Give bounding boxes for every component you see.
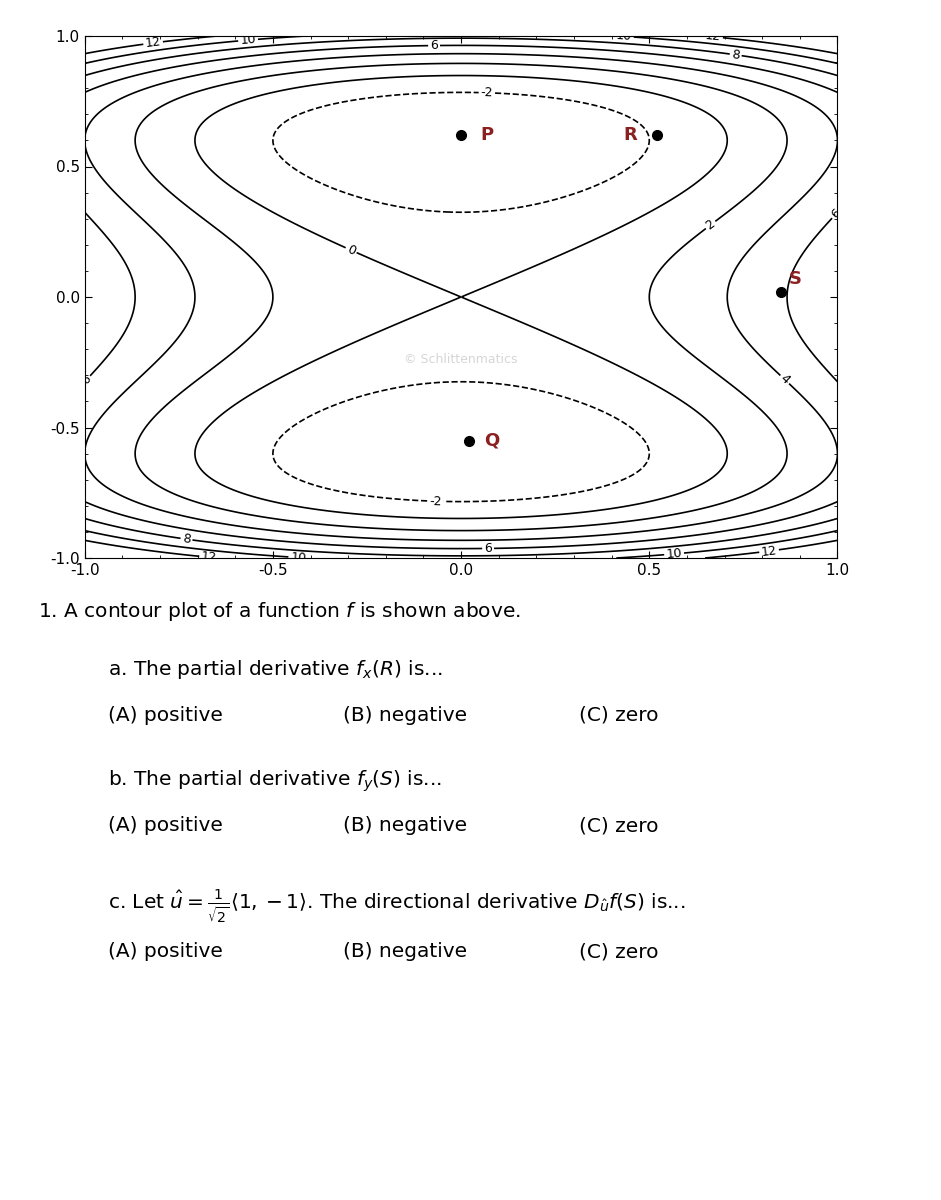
- Text: 10: 10: [240, 32, 257, 47]
- Text: (A) positive: (A) positive: [108, 706, 223, 725]
- Text: 10: 10: [665, 547, 682, 562]
- Text: (C) zero: (C) zero: [579, 942, 658, 961]
- Text: 12: 12: [200, 550, 217, 564]
- Text: (C) zero: (C) zero: [579, 816, 658, 835]
- Text: S: S: [789, 270, 802, 288]
- Text: 12: 12: [705, 30, 722, 44]
- Text: Q: Q: [484, 432, 499, 450]
- Text: 6: 6: [79, 373, 93, 388]
- Text: c. Let $\hat{u} = \frac{1}{\sqrt{2}}\langle 1, -1\rangle$. The directional deriv: c. Let $\hat{u} = \frac{1}{\sqrt{2}}\lan…: [108, 888, 686, 925]
- Text: 0: 0: [344, 242, 358, 258]
- Text: -2: -2: [429, 494, 441, 508]
- Text: 10: 10: [615, 30, 632, 43]
- Text: 12: 12: [760, 544, 777, 558]
- Text: (B) negative: (B) negative: [343, 816, 468, 835]
- Text: 10: 10: [290, 551, 307, 564]
- Text: -2: -2: [481, 86, 493, 100]
- Text: 6: 6: [484, 542, 492, 554]
- Text: 2: 2: [704, 217, 718, 233]
- Text: 8: 8: [182, 532, 191, 546]
- Text: 12: 12: [145, 36, 162, 50]
- Text: (A) positive: (A) positive: [108, 816, 223, 835]
- Text: 8: 8: [731, 48, 741, 62]
- Text: P: P: [480, 126, 493, 144]
- Text: b. The partial derivative $f_y(S)$ is...: b. The partial derivative $f_y(S)$ is...: [108, 768, 442, 793]
- Text: a. The partial derivative $f_x(R)$ is...: a. The partial derivative $f_x(R)$ is...: [108, 658, 443, 680]
- Text: 6: 6: [430, 40, 439, 52]
- Text: (A) positive: (A) positive: [108, 942, 223, 961]
- Text: 4: 4: [777, 372, 792, 386]
- Text: (C) zero: (C) zero: [579, 706, 658, 725]
- Text: (B) negative: (B) negative: [343, 706, 468, 725]
- Text: (B) negative: (B) negative: [343, 942, 468, 961]
- Text: 6: 6: [829, 206, 843, 221]
- Text: © Schlittenmatics: © Schlittenmatics: [405, 353, 518, 366]
- Text: 1. A contour plot of a function $f$ is shown above.: 1. A contour plot of a function $f$ is s…: [38, 600, 520, 623]
- Text: R: R: [623, 126, 637, 144]
